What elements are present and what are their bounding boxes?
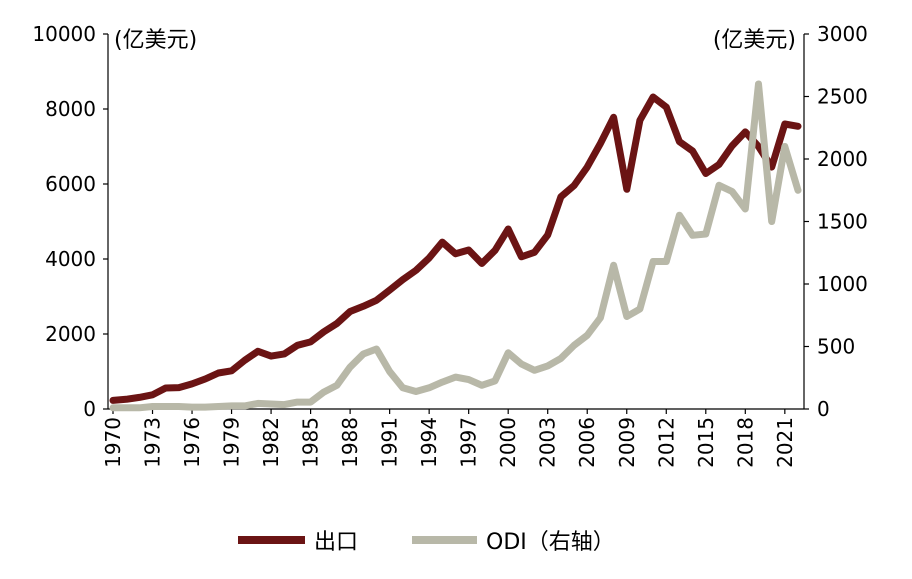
x-tick-label: 1970 [101, 417, 125, 468]
x-tick-label: 2006 [575, 417, 599, 468]
left-tick-label: 10000 [32, 22, 96, 46]
x-tick-label: 1991 [378, 417, 402, 468]
x-tick-label: 2012 [654, 417, 678, 468]
x-tick-label: 1982 [259, 417, 283, 468]
series-group [109, 80, 802, 412]
ticks: 0 2000 4000 6000 8000 10000 0 500 1000 1500 2000 25… [32, 22, 868, 468]
series-line-exports [109, 93, 802, 404]
x-tick-label: 1976 [180, 417, 204, 468]
right-tick-label: 2500 [817, 85, 868, 109]
right-tick-label: 3000 [817, 22, 868, 46]
right-tick-label: 2000 [817, 147, 868, 171]
x-tick-label: 1985 [299, 417, 323, 468]
x-tick-label: 2009 [615, 417, 639, 468]
right-tick-label: 1000 [817, 272, 868, 296]
x-tick-label: 2015 [694, 417, 718, 468]
left-tick-label: 4000 [45, 247, 96, 271]
x-tick-label: 1988 [338, 417, 362, 468]
series-line-odi [109, 80, 802, 412]
x-tick-label: 2021 [773, 417, 797, 468]
left-tick-label: 8000 [45, 97, 96, 121]
right-tick-label: 0 [817, 397, 830, 421]
right-axis-unit: (亿美元) [713, 28, 796, 53]
x-tick-label: 1979 [220, 417, 244, 468]
x-tick-label: 1997 [457, 417, 481, 468]
x-tick-label: 2018 [733, 417, 757, 468]
left-axis-unit: (亿美元) [114, 28, 197, 53]
legend-label-odi: ODI（右轴） [486, 530, 615, 555]
x-tick-label: 2000 [496, 417, 520, 468]
x-tick-label: 1994 [417, 417, 441, 468]
left-tick-label: 0 [83, 397, 96, 421]
legend: 出口 ODI（右轴） [238, 530, 615, 555]
legend-label-exports: 出口 [314, 530, 358, 555]
left-tick-label: 2000 [45, 322, 96, 346]
left-tick-label: 6000 [45, 172, 96, 196]
right-tick-label: 1500 [817, 210, 868, 234]
x-tick-label: 1973 [141, 417, 165, 468]
axes [107, 34, 805, 410]
x-tick-label: 2003 [536, 417, 560, 468]
right-tick-label: 500 [817, 335, 855, 359]
